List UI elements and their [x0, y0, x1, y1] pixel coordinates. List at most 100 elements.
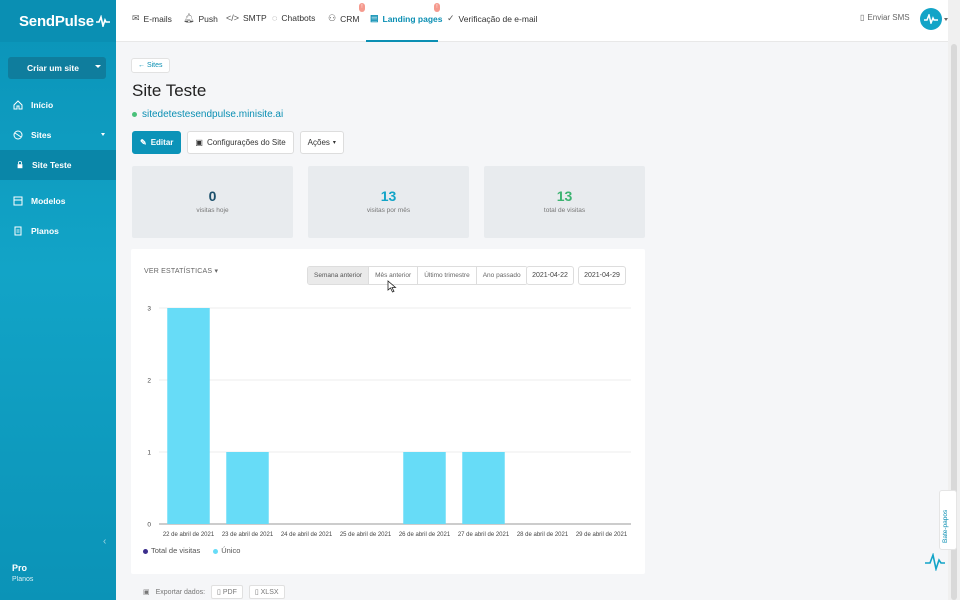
lock-icon: [17, 161, 23, 169]
document-icon: [14, 226, 22, 236]
x-tick-label: 24 de abril de 2021: [281, 532, 333, 538]
statistics-card: 0 1 2 3 22 de abril de 2021 23 de abril de 20…: [131, 249, 645, 574]
sidebar-item-label: Modelos: [31, 196, 66, 206]
export-bar: ▣ Exportar dados: ▯ PDF ▯ XLSX: [143, 585, 285, 599]
sidebar-item-label: Site Teste: [32, 160, 72, 170]
sidebar-item-label: Início: [31, 100, 54, 110]
site-url-link[interactable]: sitedetestesendpulse.minisite.ai: [132, 109, 283, 120]
edit-button[interactable]: ✎ Editar: [132, 131, 182, 154]
tab-smtp[interactable]: </> SMTP: [226, 13, 267, 23]
collapse-sidebar-icon[interactable]: ‹: [103, 536, 107, 547]
period-last-week[interactable]: Semana anterior: [308, 267, 370, 284]
export-xlsx-label: XLSX: [260, 589, 279, 596]
chart-legend: Total de visitas Único: [143, 546, 240, 555]
chevron-down-icon: ▾: [214, 268, 219, 275]
stat-visits-month: 13 visitas por mês: [308, 166, 469, 238]
sidebar-item-label: Sites: [31, 130, 52, 140]
x-tick-label: 23 de abril de 2021: [222, 532, 274, 538]
stat-value: 13: [380, 188, 397, 204]
avatar[interactable]: [920, 8, 942, 30]
actions-label: Ações: [307, 138, 330, 147]
tab-push[interactable]: 🔔︎ Push: [183, 13, 218, 24]
top-navigation: ✉ E-mails 🔔︎ Push </> SMTP ◌ Chatbots ⚇ CRM !…: [116, 0, 948, 42]
logo-text: SendPulse: [19, 12, 94, 30]
plan-name: Pro: [12, 563, 28, 573]
chart-bar[interactable]: [462, 452, 505, 524]
sidebar-item-planos[interactable]: Planos: [0, 216, 116, 246]
tab-label: CRM: [340, 13, 360, 24]
scrollbar-thumb[interactable]: [951, 44, 957, 600]
date-to-input[interactable]: 2021-04-29: [578, 266, 626, 285]
send-sms-link[interactable]: ▯ Enviar SMS: [860, 13, 910, 22]
y-tick-label: 2: [147, 378, 151, 385]
send-sms-label: Enviar SMS: [867, 13, 910, 22]
globe-icon: [13, 130, 23, 140]
sidebar: SendPulse Criar um site Início Sites Sit…: [0, 0, 116, 600]
x-tick-label: 27 de abril de 2021: [458, 532, 510, 538]
chart-bar[interactable]: [226, 452, 269, 524]
tab-label: Push: [198, 13, 218, 24]
create-site-button[interactable]: Criar um site: [8, 57, 106, 79]
code-icon: </>: [226, 13, 240, 23]
export-pdf-button[interactable]: ▯ PDF: [211, 585, 243, 599]
chevron-down-icon: [101, 133, 105, 136]
export-xlsx-button[interactable]: ▯ XLSX: [248, 585, 285, 599]
tab-email-verification[interactable]: ✓ Verificação de e-mail: [447, 13, 537, 24]
chart-bar[interactable]: [167, 308, 210, 524]
main-content: ← Sites Site Teste sitedetestesendpulse.…: [116, 42, 948, 600]
pulse-widget-icon[interactable]: [925, 553, 945, 571]
legend-dot: [143, 548, 148, 554]
sidebar-item-site-teste[interactable]: Site Teste: [0, 150, 116, 180]
pulse-avatar-icon: [924, 14, 938, 24]
sidebar-item-sites[interactable]: Sites: [0, 120, 116, 150]
x-tick-label: 22 de abril de 2021: [163, 532, 215, 538]
sidebar-item-inicio[interactable]: Início: [0, 90, 116, 120]
tab-landing-pages[interactable]: ▤ Landing pages: [370, 13, 443, 24]
file-icon: ▯: [217, 589, 223, 596]
legend-item-unique[interactable]: Único: [213, 546, 240, 555]
stat-label: total de visitas: [543, 207, 586, 214]
back-to-sites-button[interactable]: ← Sites: [131, 58, 170, 73]
page-scrollbar[interactable]: [948, 0, 960, 600]
chart-bar[interactable]: [403, 452, 446, 524]
chat-tab-button[interactable]: Bate-papos: [939, 490, 957, 550]
tab-label: Landing pages: [382, 13, 443, 24]
export-icon: ▣: [143, 589, 150, 596]
x-tick-label: 25 de abril de 2021: [340, 532, 392, 538]
period-last-month[interactable]: Mês anterior: [369, 267, 419, 284]
plan-info: Pro Planos: [12, 563, 33, 583]
x-tick-label: 29 de abril de 2021: [576, 532, 628, 538]
period-last-year[interactable]: Ano passado: [476, 267, 527, 284]
action-buttons: ✎ Editar ▣ Configurações do Site Ações ▾: [132, 131, 344, 154]
period-selector: Semana anterior Mês anterior Último trim…: [307, 266, 528, 285]
sidebar-item-label: Planos: [31, 226, 59, 236]
template-icon: [13, 196, 23, 206]
view-statistics-toggle[interactable]: VER ESTATÍSTICAS ▾: [144, 267, 218, 275]
tab-label: E-mails: [143, 13, 172, 24]
crm-badge: !: [359, 3, 365, 12]
tab-label: SMTP: [243, 13, 267, 23]
edit-label: Editar: [150, 138, 174, 147]
chat-icon: ◌: [272, 13, 278, 23]
active-tab-indicator: [366, 40, 438, 42]
legend-item-total[interactable]: Total de visitas: [143, 546, 200, 555]
tab-chatbots[interactable]: ◌ Chatbots: [272, 13, 315, 23]
date-from-input[interactable]: 2021-04-22: [526, 266, 574, 285]
legend-label: Total de visitas: [151, 546, 201, 555]
chevron-down-icon[interactable]: [944, 18, 948, 21]
plan-link[interactable]: Planos: [12, 576, 34, 583]
actions-dropdown[interactable]: Ações ▾: [299, 131, 344, 154]
chevron-down-icon: [95, 65, 101, 68]
logo[interactable]: SendPulse: [0, 0, 116, 42]
period-last-quarter[interactable]: Último trimestre: [418, 267, 477, 284]
site-settings-button[interactable]: ▣ Configurações do Site: [187, 131, 294, 154]
tab-emails[interactable]: ✉ E-mails: [132, 13, 172, 24]
sidebar-item-modelos[interactable]: Modelos: [0, 186, 116, 216]
y-tick-label: 3: [147, 306, 151, 313]
stat-label: visitas por mês: [366, 207, 411, 214]
site-url-text: sitedetestesendpulse.minisite.ai: [142, 109, 284, 120]
x-tick-label: 28 de abril de 2021: [517, 532, 569, 538]
home-icon: [13, 100, 23, 110]
tab-crm[interactable]: ⚇ CRM: [328, 13, 359, 24]
export-label: Exportar dados:: [155, 588, 206, 596]
